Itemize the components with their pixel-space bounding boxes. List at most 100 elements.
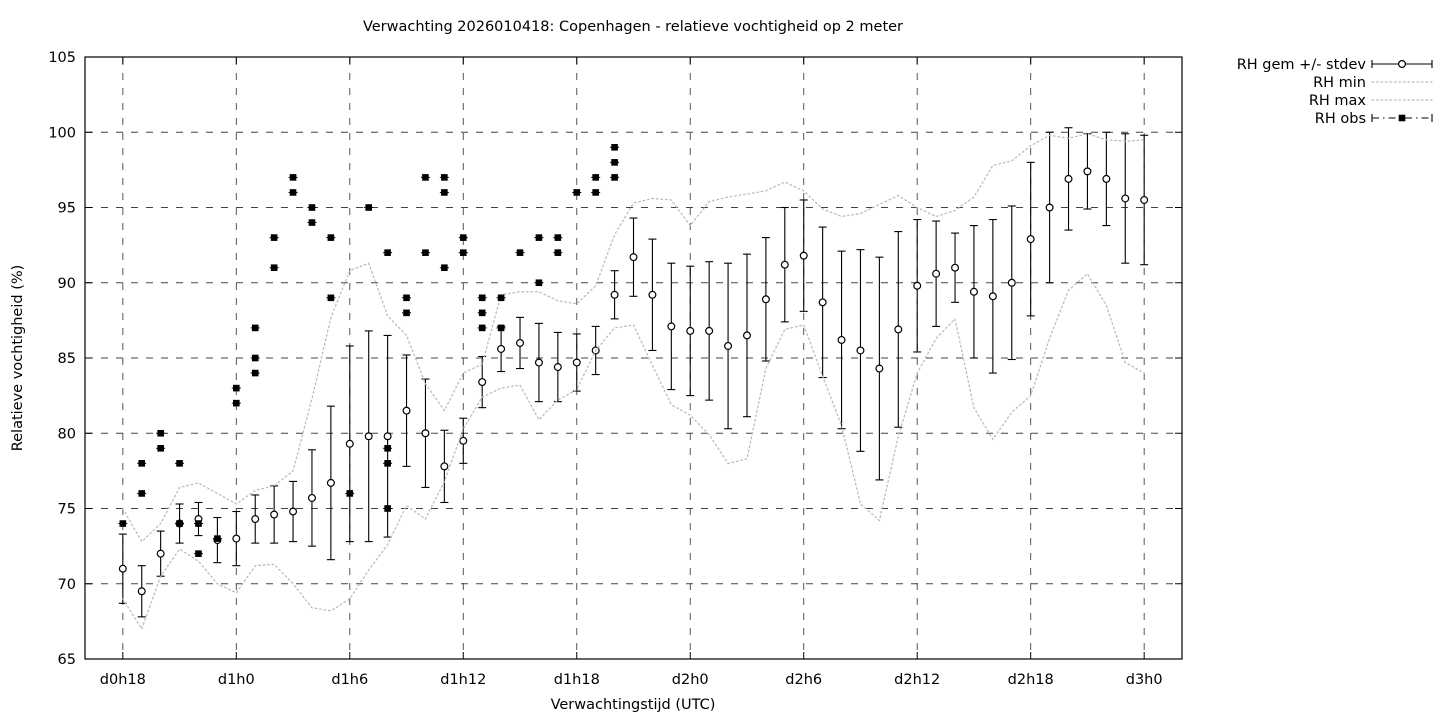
obs-point (610, 144, 620, 151)
y-tick-label: 100 (48, 125, 76, 141)
mean-point (440, 429, 449, 504)
obs-point (269, 234, 279, 241)
mean-point (421, 378, 430, 488)
mean-point (402, 354, 411, 467)
mean-point (572, 333, 581, 392)
obs-point (458, 234, 468, 241)
mean-point (307, 449, 316, 547)
mean-point (724, 262, 733, 430)
obs-point (534, 234, 544, 241)
obs-point (439, 174, 449, 181)
mean-point (1102, 131, 1111, 227)
mean-point (459, 417, 468, 464)
mean-point (1083, 133, 1092, 210)
x-tick-label: d1h6 (331, 672, 368, 688)
x-tick-label: d1h18 (554, 672, 600, 688)
obs-point (515, 249, 525, 256)
mean-point (969, 225, 978, 359)
obs-point (175, 460, 185, 467)
obs-point (610, 159, 620, 166)
obs-point (193, 520, 203, 527)
obs-point (591, 174, 601, 181)
obs-point (458, 249, 468, 256)
obs-point (402, 294, 412, 302)
mean-point (1007, 205, 1016, 361)
obs-point (175, 520, 185, 527)
obs-point (326, 234, 336, 241)
x-tick-label: d2h12 (894, 672, 940, 688)
obs-point (591, 189, 601, 196)
mean-point (799, 199, 808, 312)
obs-point (156, 445, 166, 452)
obs-point (269, 264, 279, 271)
mean-point (932, 220, 941, 327)
mean-point (818, 226, 827, 379)
mean-point (780, 206, 789, 323)
mean-point (761, 237, 770, 362)
y-tick-label: 75 (58, 502, 76, 518)
obs-point (572, 189, 582, 196)
obs-point (250, 324, 260, 332)
obs-point (534, 279, 544, 287)
mean-point (289, 480, 298, 543)
obs-point (402, 309, 412, 317)
obs-point (383, 460, 393, 467)
obs-point (307, 204, 317, 211)
obs-point (118, 520, 128, 527)
obs-point (156, 429, 166, 437)
mean-point (1140, 134, 1149, 266)
obs-point (383, 505, 393, 512)
obs-point (250, 369, 260, 377)
x-tick-label: d2h18 (1008, 672, 1054, 688)
obs-point (610, 174, 620, 181)
legend-entry-rh-max: RH max (1309, 93, 1433, 109)
obs-point (288, 174, 298, 181)
mean-point (326, 405, 335, 561)
grid-lines (86, 58, 1181, 658)
y-tick-label: 85 (58, 351, 76, 367)
mean-point (875, 256, 884, 481)
obs-point (193, 550, 203, 557)
legend-label: RH obs (1315, 111, 1366, 127)
y-tick-label: 90 (58, 276, 76, 292)
x-tick-label: d0h18 (100, 672, 146, 688)
obs-point (420, 174, 430, 181)
mean-point (516, 316, 525, 370)
x-tick-label: d2h6 (785, 672, 822, 688)
mean-point (1026, 161, 1035, 317)
mean-point (232, 510, 241, 567)
y-tick-label: 95 (58, 201, 76, 217)
chart-title: Verwachting 2026010418: Copenhagen - rel… (363, 19, 903, 35)
obs-point (477, 324, 487, 332)
mean-point (553, 331, 562, 403)
mean-point (742, 253, 751, 418)
y-axis-label: Relatieve vochtigheid (%) (10, 265, 26, 452)
x-tick-label: d1h0 (218, 672, 255, 688)
mean-point (383, 334, 392, 538)
legend-entry-rh-min: RH min (1313, 75, 1433, 91)
x-tick-label: d1h12 (440, 672, 486, 688)
mean-point (194, 501, 203, 537)
mean-point (686, 265, 695, 397)
mean-point (667, 262, 676, 391)
obs-point (439, 189, 449, 196)
legend-label: RH gem +/- stdev (1237, 57, 1367, 73)
obs-point (496, 294, 506, 302)
data-series (118, 127, 1149, 631)
mean-point (1045, 131, 1054, 284)
mean-point (497, 325, 506, 373)
mean-point (988, 218, 997, 374)
x-tick-label: d2h0 (672, 672, 709, 688)
obs-point (383, 445, 393, 452)
y-tick-label: 70 (58, 577, 76, 593)
obs-point (477, 309, 487, 317)
dotted-line (122, 272, 1145, 631)
mean-point (156, 530, 165, 577)
mean-point (610, 270, 619, 320)
mean-point (913, 218, 922, 353)
mean-point (648, 238, 657, 352)
mean-point (270, 485, 279, 544)
obs-point (553, 234, 563, 241)
